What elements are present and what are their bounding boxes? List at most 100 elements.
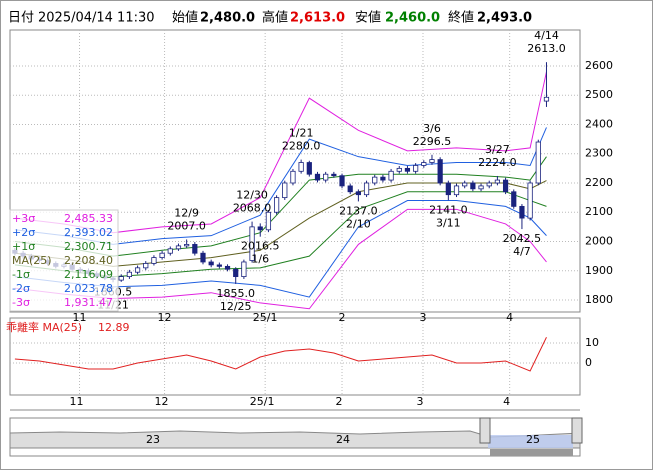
legend-value: 1,931.47	[64, 296, 113, 309]
legend-label: -3σ	[12, 296, 30, 309]
y-tick-label: 1800	[585, 293, 613, 306]
candle-body	[167, 248, 173, 254]
legend-value: 2,393.02	[64, 226, 113, 239]
legend-label: +2σ	[12, 226, 35, 239]
candle-body	[257, 226, 263, 231]
annotation-date: 3/27	[485, 143, 510, 156]
y-tick-label: 2500	[585, 88, 613, 101]
candle-body	[184, 244, 190, 247]
x-tick-label: 11	[73, 311, 87, 324]
y-tick-label: 2600	[585, 59, 613, 72]
candle-body	[282, 182, 288, 199]
candle-body	[453, 185, 460, 196]
y-tick-label: 1900	[585, 264, 613, 277]
annotation-date: 4/7	[513, 245, 531, 258]
candle-body	[151, 257, 157, 264]
candle-body	[175, 245, 182, 250]
candle-body	[306, 162, 312, 175]
y-tick-label: 2000	[585, 235, 613, 248]
candle-body	[323, 173, 329, 181]
annotation-date: 1/21	[289, 127, 314, 140]
x-tick-label: 4	[506, 311, 513, 324]
candle-body	[265, 211, 272, 231]
annotation-date: 2/10	[346, 217, 371, 230]
legend-value: 2,208.40	[64, 254, 113, 267]
candle-body	[535, 141, 541, 184]
candle-body	[314, 173, 321, 181]
panel-title: 乖離率 MA(25)	[6, 320, 82, 334]
candle-body	[494, 179, 501, 184]
candle-body	[200, 252, 206, 263]
high-label: 高値	[262, 10, 288, 26]
candle-body	[143, 263, 149, 269]
x-tick-label: 12	[158, 311, 172, 324]
annotation-value: 1855.0	[216, 287, 255, 300]
navigator-label: 24	[336, 433, 350, 446]
scroll-thumb[interactable]	[490, 449, 573, 456]
y-tick-label: 2300	[585, 147, 613, 160]
x-tick-label: 3	[419, 311, 426, 324]
annotation-date: 12/9	[174, 206, 199, 219]
candle-body	[527, 182, 533, 219]
candle-body	[502, 179, 509, 193]
x-tick-label: 2	[336, 395, 343, 408]
candle-body	[470, 182, 476, 190]
annotation-date: 3/6	[423, 122, 441, 135]
open-value: 2,480.0	[200, 11, 255, 26]
candle-body	[347, 185, 353, 193]
panel-value: 12.89	[98, 321, 130, 334]
candle-body	[249, 226, 255, 261]
candle-body	[519, 205, 525, 219]
candle-body	[331, 173, 337, 177]
candle-body	[372, 176, 378, 184]
candle-body	[413, 165, 419, 172]
y-tick-label: 10	[585, 336, 599, 349]
close-label: 終値	[448, 10, 474, 26]
navigator-window	[488, 435, 573, 448]
sub-panel	[9, 317, 581, 396]
candle-body	[388, 170, 394, 181]
navigator-handle[interactable]	[571, 417, 583, 444]
annotation-value: 2224.0	[478, 156, 517, 169]
candle-body	[118, 276, 124, 281]
annotation-value: 2007.0	[167, 219, 206, 232]
candle-body	[134, 267, 141, 273]
deviation-line	[14, 337, 547, 372]
y-tick-label: 2400	[585, 117, 613, 130]
candle-body	[273, 197, 280, 213]
candle-body	[363, 182, 370, 196]
candle-body	[511, 191, 517, 207]
navigator-label: 23	[146, 433, 160, 446]
close-value: 2,493.0	[477, 11, 532, 26]
annotation-date: 12/25	[220, 300, 252, 313]
date-label: 日付	[8, 11, 34, 26]
candle-body	[543, 96, 550, 102]
legend-value: 2,485.33	[64, 212, 113, 225]
y-tick-label: 2100	[585, 205, 613, 218]
candle-body	[216, 264, 222, 267]
annotation-date: 4/14	[534, 29, 559, 42]
candle-body	[224, 265, 231, 270]
x-tick-label: 3	[416, 395, 423, 408]
x-tick-label: 25/1	[250, 395, 275, 408]
low-value: 2,460.0	[385, 11, 440, 26]
candle-body	[486, 182, 492, 187]
open-label: 始値	[172, 10, 198, 26]
candle-body	[462, 182, 468, 187]
x-tick-label: 12	[155, 395, 169, 408]
annotation-value: 2613.0	[527, 42, 566, 55]
candle-body	[396, 167, 402, 172]
candle-body	[380, 176, 386, 181]
annotation-value: 2141.0	[429, 203, 468, 216]
y-tick-label: 2200	[585, 176, 613, 189]
datetime: 2025/04/14 11:30	[38, 11, 155, 26]
high-value: 2,613.0	[290, 11, 345, 26]
legend-label: -2σ	[12, 282, 30, 295]
candle-body	[421, 162, 427, 166]
header: 日付 2025/04/14 11:30 始値 2,480.0 高値 2,613.…	[8, 10, 532, 26]
x-tick-label: 11	[70, 395, 84, 408]
candle-body	[445, 182, 451, 196]
candle-body	[126, 271, 132, 278]
low-label: 安値	[355, 10, 381, 26]
navigator-handle[interactable]	[479, 417, 491, 444]
